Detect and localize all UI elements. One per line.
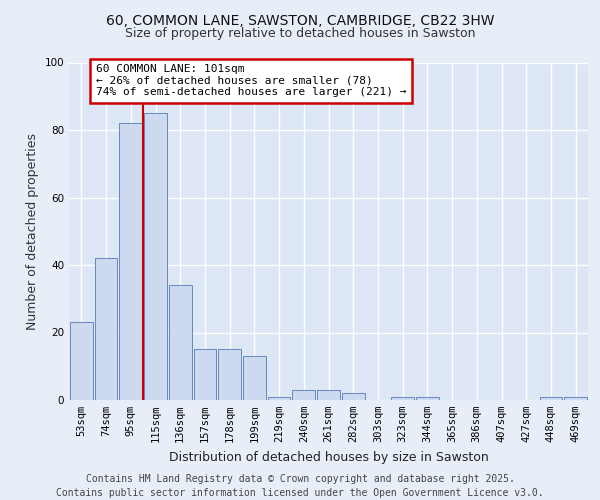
Bar [539,396,562,400]
Bar [564,396,587,400]
Bar [416,396,439,400]
Bar [268,396,290,400]
Bar [391,396,414,400]
Bar [194,350,216,400]
Text: 60 COMMON LANE: 101sqm
← 26% of detached houses are smaller (78)
74% of semi-det: 60 COMMON LANE: 101sqm ← 26% of detached… [95,64,406,98]
Text: 60, COMMON LANE, SAWSTON, CAMBRIDGE, CB22 3HW: 60, COMMON LANE, SAWSTON, CAMBRIDGE, CB2… [106,14,494,28]
X-axis label: Distribution of detached houses by size in Sawston: Distribution of detached houses by size … [169,450,488,464]
Bar [70,322,93,400]
Text: Contains HM Land Registry data © Crown copyright and database right 2025.
Contai: Contains HM Land Registry data © Crown c… [56,474,544,498]
Bar [342,393,365,400]
Y-axis label: Number of detached properties: Number of detached properties [26,132,39,330]
Bar [317,390,340,400]
Bar [144,113,167,400]
Bar [119,123,142,400]
Bar [169,285,191,400]
Bar [243,356,266,400]
Bar [292,390,315,400]
Bar [218,350,241,400]
Bar [95,258,118,400]
Text: Size of property relative to detached houses in Sawston: Size of property relative to detached ho… [125,28,475,40]
